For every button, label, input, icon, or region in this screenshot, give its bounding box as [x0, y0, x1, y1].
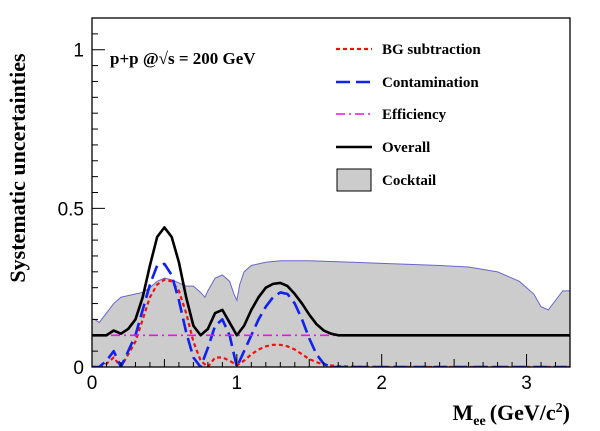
legend-swatch-cocktail — [336, 168, 372, 192]
x-axis-label-units-sup: 2 — [556, 401, 563, 416]
y-tick-label: 0.5 — [58, 199, 84, 220]
legend-label-bg-subtraction: BG subtraction — [382, 42, 481, 58]
x-axis-label-units-close: ) — [563, 400, 570, 425]
series-bg-subtraction-line — [92, 278, 570, 367]
axes: 0 1 2 3 0 0.5 1 — [58, 17, 571, 394]
legend: BG subtraction Contamination Efficiency … — [336, 42, 481, 192]
x-axis-label-main: M — [453, 400, 474, 425]
legend-label-overall: Overall — [382, 140, 430, 156]
y-tick-label: 1 — [73, 41, 84, 62]
annotation: p+p @√s = 200 GeV — [110, 49, 256, 68]
legend-label-contamination: Contamination — [382, 75, 479, 91]
series-overall-line — [92, 226, 570, 337]
series-cocktail-area — [92, 260, 570, 367]
x-tick-label: 1 — [232, 373, 243, 394]
plot-area — [92, 226, 570, 367]
y-axis-label: Systematic uncertainties — [5, 53, 30, 283]
x-tick-label: 0 — [87, 373, 98, 394]
x-axis-label: Mee (GeV/c2) — [453, 400, 571, 429]
x-tick-label: 2 — [376, 373, 387, 394]
x-axis-label-units: (GeV/c — [490, 400, 556, 425]
legend-label-cocktail: Cocktail — [382, 173, 436, 189]
x-axis-label-sub: ee — [473, 414, 485, 429]
series-cocktail-edge — [92, 260, 570, 324]
x-tick-label: 3 — [521, 373, 532, 394]
legend-label-efficiency: Efficiency — [382, 107, 447, 123]
y-tick-label: 0 — [73, 358, 84, 379]
